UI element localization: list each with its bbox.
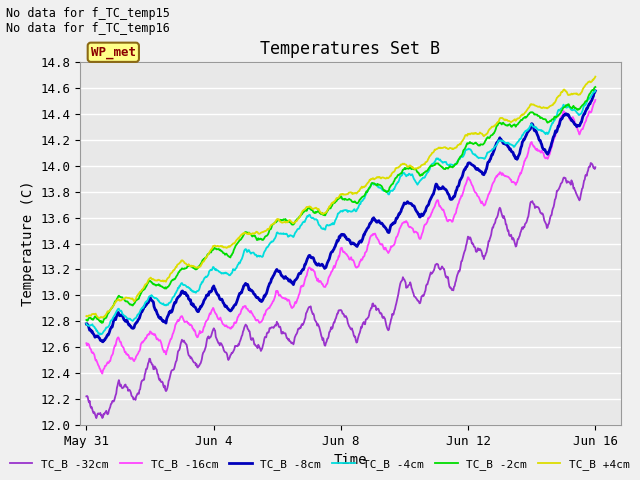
Text: WP_met: WP_met [91, 46, 136, 59]
Legend: TC_B -32cm, TC_B -16cm, TC_B -8cm, TC_B -4cm, TC_B -2cm, TC_B +4cm: TC_B -32cm, TC_B -16cm, TC_B -8cm, TC_B … [6, 455, 634, 474]
X-axis label: Time: Time [333, 453, 367, 467]
Y-axis label: Temperature (C): Temperature (C) [20, 181, 35, 306]
Text: No data for f_TC_temp15: No data for f_TC_temp15 [6, 7, 170, 20]
Title: Temperatures Set B: Temperatures Set B [260, 40, 440, 58]
Text: No data for f_TC_temp16: No data for f_TC_temp16 [6, 22, 170, 35]
